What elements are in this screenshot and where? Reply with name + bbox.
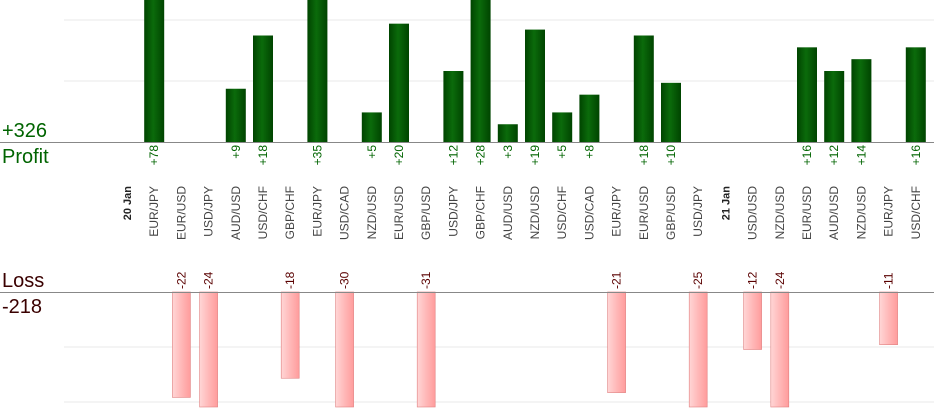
profit-value-label: +18 bbox=[256, 145, 270, 166]
profit-value-label: +16 bbox=[909, 145, 923, 166]
loss-bar bbox=[416, 291, 436, 408]
profit-value-label: +18 bbox=[637, 145, 651, 166]
profit-bar bbox=[470, 0, 491, 142]
loss-bar bbox=[607, 291, 626, 393]
profit-bar bbox=[389, 23, 409, 143]
profit-total: +326 bbox=[2, 120, 47, 142]
loss-bar bbox=[335, 291, 354, 408]
loss-value-label: -12 bbox=[746, 271, 760, 289]
loss-value-label: -24 bbox=[202, 271, 216, 289]
category-label: USD/CHF bbox=[555, 186, 569, 239]
category-label: USD/JPY bbox=[202, 186, 216, 237]
category-label: EUR/JPY bbox=[310, 186, 324, 237]
loss-value-label: -25 bbox=[691, 271, 705, 289]
category-label: USD/JPY bbox=[446, 186, 460, 237]
profit-bar bbox=[225, 88, 246, 142]
category-label: GBP/USD bbox=[419, 186, 433, 240]
profit-value-label: +8 bbox=[582, 145, 596, 159]
category-label: USD/CHF bbox=[256, 186, 270, 239]
profit-value-label: +3 bbox=[501, 145, 515, 159]
loss-bar bbox=[280, 291, 300, 379]
loss-bar bbox=[879, 291, 898, 346]
profit-bar bbox=[905, 47, 926, 143]
category-label: EUR/USD bbox=[637, 186, 651, 240]
profit-bar bbox=[443, 71, 464, 142]
category-label: USD/CAD bbox=[582, 186, 596, 240]
category-label: NZD/USD bbox=[773, 186, 787, 240]
loss-bar bbox=[199, 291, 218, 408]
profit-bar bbox=[307, 0, 328, 142]
loss-bar bbox=[743, 291, 762, 350]
loss-bar bbox=[688, 291, 708, 408]
labels-layer: 20 Jan EUR/JPY +78 EUR/USD -22 USD/JPY -24 AUD/… bbox=[122, 145, 923, 289]
loss-value-label: -21 bbox=[610, 271, 624, 289]
axes-layer bbox=[0, 142, 934, 293]
category-label: USD/USD bbox=[746, 186, 760, 240]
category-label: USD/CHF bbox=[909, 186, 923, 239]
loss-value-label: -22 bbox=[174, 271, 188, 289]
loss-total: -218 bbox=[2, 296, 42, 318]
profit-bar bbox=[525, 29, 545, 142]
category-label: GBP/CHF bbox=[283, 186, 297, 239]
profit-value-label: +5 bbox=[555, 145, 569, 159]
profit-bar bbox=[824, 71, 845, 142]
profit-bar bbox=[661, 82, 681, 142]
loss-bar bbox=[172, 291, 191, 398]
profit-value-label: +19 bbox=[528, 145, 542, 166]
loss-value-label: -30 bbox=[338, 271, 352, 289]
category-label: GBP/USD bbox=[664, 186, 678, 240]
profit-bar bbox=[851, 59, 872, 142]
profit-value-label: +16 bbox=[800, 145, 814, 166]
category-label: EUR/JPY bbox=[147, 186, 161, 237]
category-label: EUR/JPY bbox=[610, 186, 624, 237]
profit-value-label: +28 bbox=[474, 145, 488, 166]
profit-value-label: +12 bbox=[827, 145, 841, 166]
date-label: 21 Jan bbox=[720, 186, 732, 221]
profit-bar bbox=[144, 0, 165, 142]
category-label: NZD/USD bbox=[528, 186, 542, 240]
category-label: GBP/CHF bbox=[474, 186, 488, 239]
category-label: NZD/USD bbox=[365, 186, 379, 240]
profit-bar bbox=[579, 94, 600, 142]
category-label: AUD/USD bbox=[827, 186, 841, 240]
profit-bar bbox=[361, 112, 382, 142]
profit-value-label: +20 bbox=[392, 145, 406, 166]
loss-bar bbox=[770, 291, 790, 408]
category-label: USD/JPY bbox=[691, 186, 705, 237]
profit-value-label: +9 bbox=[229, 145, 243, 159]
category-label: EUR/USD bbox=[174, 186, 188, 240]
loss-bars bbox=[172, 291, 898, 408]
profit-bars bbox=[144, 0, 926, 143]
loss-value-label: -31 bbox=[419, 271, 433, 289]
profit-bar bbox=[797, 47, 817, 143]
loss-value-label: -24 bbox=[773, 271, 787, 289]
profit-value-label: +14 bbox=[854, 145, 868, 166]
category-label: EUR/USD bbox=[392, 186, 406, 240]
profit-value-label: +35 bbox=[310, 145, 324, 166]
category-label: USD/CAD bbox=[338, 186, 352, 240]
loss-label: Loss bbox=[2, 270, 44, 292]
profit-bar bbox=[633, 35, 654, 142]
profit-label: Profit bbox=[2, 146, 49, 168]
category-label: EUR/JPY bbox=[882, 186, 896, 237]
date-label: 20 Jan bbox=[122, 186, 134, 221]
profit-bar bbox=[497, 124, 518, 142]
profit-value-label: +78 bbox=[147, 145, 161, 166]
category-label: EUR/USD bbox=[800, 186, 814, 240]
profit-value-label: +10 bbox=[664, 145, 678, 166]
category-label: NZD/USD bbox=[854, 186, 868, 240]
loss-value-label: -11 bbox=[882, 272, 896, 289]
profit-value-label: +12 bbox=[446, 145, 460, 166]
category-label: AUD/USD bbox=[229, 186, 243, 240]
profit-bar bbox=[253, 35, 273, 142]
loss-value-label: -18 bbox=[283, 271, 297, 289]
category-label: AUD/USD bbox=[501, 186, 515, 240]
profit-bar bbox=[552, 112, 573, 142]
profit-value-label: +5 bbox=[365, 145, 379, 159]
